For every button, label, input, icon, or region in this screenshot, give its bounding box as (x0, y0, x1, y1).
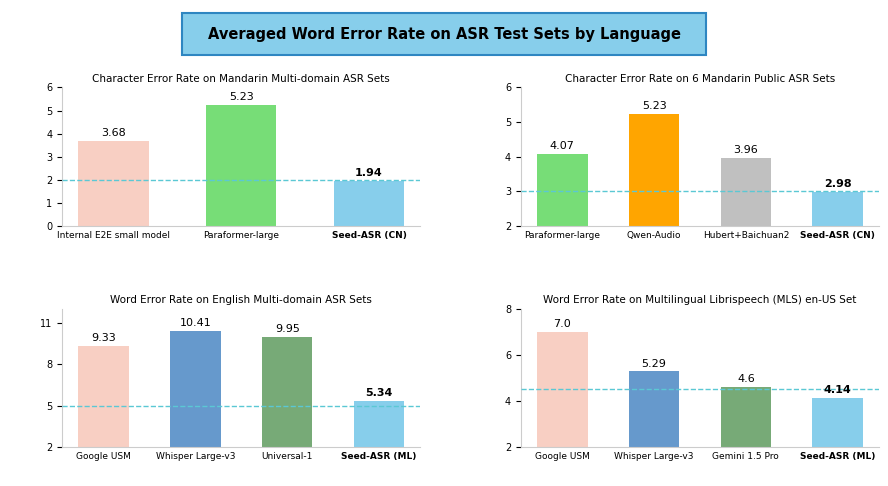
Bar (334, 181, 404, 226)
Bar (629, 114, 679, 295)
Text: 4.14: 4.14 (824, 385, 852, 395)
Text: 10.41: 10.41 (179, 318, 211, 328)
Text: 7.0: 7.0 (553, 319, 571, 329)
Bar (813, 192, 863, 295)
Bar (206, 105, 276, 226)
Bar (78, 346, 129, 475)
Bar (813, 398, 863, 486)
Title: Word Error Rate on Multilingual Librispeech (MLS) en-US Set: Word Error Rate on Multilingual Librispe… (543, 295, 857, 305)
Text: 5.23: 5.23 (642, 102, 667, 111)
Text: 4.6: 4.6 (737, 374, 755, 384)
Bar (720, 158, 771, 295)
Text: 1.94: 1.94 (355, 168, 383, 178)
Text: 5.29: 5.29 (642, 359, 667, 368)
Bar (170, 331, 221, 475)
Text: 4.07: 4.07 (550, 141, 575, 152)
Bar (720, 387, 771, 486)
Title: Character Error Rate on 6 Mandarin Public ASR Sets: Character Error Rate on 6 Mandarin Publi… (565, 74, 835, 84)
Bar (537, 332, 588, 486)
Bar (629, 371, 679, 486)
Title: Character Error Rate on Mandarin Multi-domain ASR Sets: Character Error Rate on Mandarin Multi-d… (92, 74, 390, 84)
Title: Word Error Rate on English Multi-domain ASR Sets: Word Error Rate on English Multi-domain … (110, 295, 372, 305)
Text: 9.33: 9.33 (91, 333, 116, 343)
Text: 2.98: 2.98 (824, 179, 852, 189)
Text: 5.34: 5.34 (365, 388, 392, 398)
Text: 3.68: 3.68 (101, 128, 126, 138)
Text: 5.23: 5.23 (229, 92, 254, 103)
Bar (537, 154, 588, 295)
Text: 3.96: 3.96 (733, 145, 758, 155)
Bar (78, 141, 148, 226)
Bar (262, 337, 313, 475)
Text: Averaged Word Error Rate on ASR Test Sets by Language: Averaged Word Error Rate on ASR Test Set… (208, 27, 680, 41)
Bar (353, 401, 404, 475)
Text: 9.95: 9.95 (274, 324, 299, 334)
